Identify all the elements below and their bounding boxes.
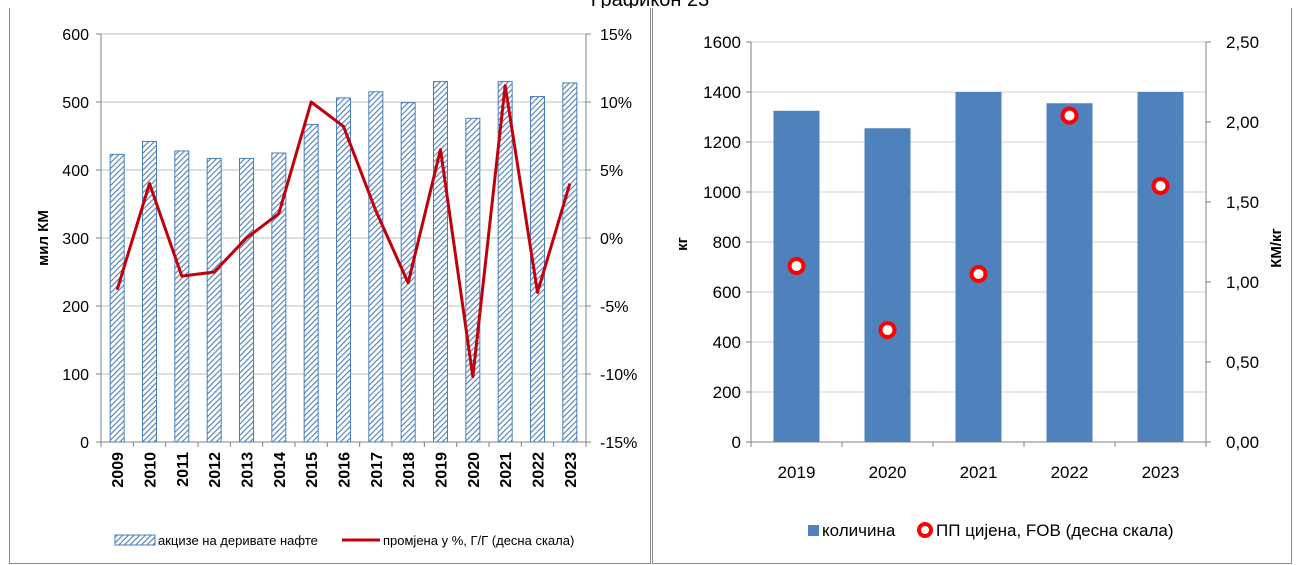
y-tick-label: 400 — [713, 333, 741, 352]
y-tick-label: 1400 — [703, 83, 741, 102]
x-tick-label-2012: 2012 — [207, 452, 224, 488]
y2-tick-label: 1,50 — [1226, 193, 1259, 212]
yoy-change-line — [115, 84, 572, 379]
price-marker-2019 — [787, 257, 806, 275]
x-tick-label-2009: 2009 — [110, 452, 127, 488]
x-tick-label-2010: 2010 — [143, 452, 160, 488]
x-tick-label-2022: 2022 — [531, 452, 548, 488]
y-axis-label: кг — [674, 237, 691, 251]
bar-2020 — [465, 117, 481, 443]
x-tick-label-2019: 2019 — [778, 463, 816, 482]
price-marker-2020 — [878, 321, 897, 339]
x-tick-label-2013: 2013 — [240, 452, 257, 488]
x-tick-label-2023: 2023 — [563, 452, 580, 488]
bar-2009 — [109, 153, 125, 443]
y2-tick-label: 1,00 — [1226, 273, 1259, 292]
y-tick-label: 400 — [62, 163, 89, 180]
quantity-price-chart-panel: 0 200 400 600 800 1000 1200 1400 1600 0,00 0,50 1,0… — [652, 8, 1292, 564]
excise-chart: 0 100 200 300 400 500 600 -15% -10% -5% 0% 5% 10% 15%… — [35, 27, 637, 548]
legend-label-change: промјена у %, Г/Г (десна скала) — [383, 533, 574, 548]
y2-tick-label: -5% — [600, 299, 628, 316]
legend-swatch-excise — [114, 534, 156, 546]
excise-chart-panel: 0 100 200 300 400 500 600 -15% -10% -5% 0% 5% 10% 15%… — [9, 8, 651, 564]
bar-2012 — [206, 157, 222, 443]
x-tick-label-2018: 2018 — [401, 452, 418, 488]
y2-tick-label: -15% — [600, 435, 637, 452]
quantity-price-chart: 0 200 400 600 800 1000 1200 1400 1600 0,00 0,50 1,0… — [674, 33, 1285, 540]
y2-tick-label: 0% — [600, 231, 623, 248]
bar-2022 — [1046, 103, 1093, 442]
x-tick-label-2020: 2020 — [869, 463, 907, 482]
x-tick-label-2020: 2020 — [466, 452, 483, 488]
y2-tick-label: 10% — [600, 95, 632, 112]
y-tick-label: 0 — [80, 435, 89, 452]
x-tick-label-2011: 2011 — [175, 452, 192, 487]
y2-tick-label: 0,50 — [1226, 353, 1259, 372]
bar-2018 — [400, 102, 416, 443]
y-tick-label: 600 — [713, 283, 741, 302]
y2-tick-label: 0,00 — [1226, 433, 1259, 452]
x-tick-label-2023: 2023 — [1142, 463, 1180, 482]
bar-2019 — [773, 110, 820, 442]
price-marker-2021 — [969, 265, 988, 283]
bar-2023 — [562, 82, 578, 443]
y2-axis-label: КМ/кг — [1268, 228, 1285, 268]
x-tick-label-2015: 2015 — [304, 452, 321, 488]
x-tick-label-2017: 2017 — [369, 452, 386, 488]
y-tick-label: 200 — [713, 383, 741, 402]
y2-tick-label: 15% — [600, 27, 632, 44]
legend-label-quantity: количина — [822, 521, 896, 540]
legend-swatch-quantity — [808, 525, 819, 536]
legend-label-price: ПП цијена, FOB (десна скала) — [936, 521, 1174, 540]
bar-2019 — [433, 81, 448, 443]
y2-tick-label: 2,00 — [1226, 113, 1259, 132]
bar-2010 — [142, 140, 157, 443]
x-tick-label-2021: 2021 — [498, 452, 515, 488]
x-tick-label-2021: 2021 — [960, 463, 998, 482]
y-tick-label: 500 — [62, 95, 89, 112]
bar-2021 — [497, 81, 513, 443]
y-axis-label: мил КМ — [35, 210, 52, 266]
bar-2015 — [303, 123, 319, 443]
y-tick-label: 0 — [732, 433, 741, 452]
y2-tick-label: -10% — [600, 367, 637, 384]
bar-2017 — [368, 91, 384, 443]
legend-swatch-price — [917, 522, 933, 538]
bar-2013 — [239, 157, 254, 443]
y-tick-label: 100 — [62, 367, 89, 384]
y-tick-label: 800 — [713, 233, 741, 252]
bar-2016 — [336, 97, 351, 443]
x-tick-label-2022: 2022 — [1051, 463, 1089, 482]
y2-tick-label: 5% — [600, 163, 623, 180]
y-tick-label: 200 — [62, 299, 89, 316]
x-tick-label-2019: 2019 — [434, 452, 451, 488]
y-tick-label: 1600 — [703, 33, 741, 52]
x-tick-label-2016: 2016 — [337, 452, 354, 488]
bar-2014 — [271, 152, 287, 443]
y2-tick-label: 2,50 — [1226, 33, 1259, 52]
price-marker-2023 — [1151, 177, 1170, 195]
bar-2023 — [1137, 92, 1184, 442]
page-title: Графикон 23 — [590, 0, 710, 11]
legend-label-excise: акцизе на деривате нафте — [158, 533, 318, 548]
y-tick-label: 600 — [62, 27, 89, 44]
y-tick-label: 1200 — [703, 133, 741, 152]
y-tick-label: 300 — [62, 231, 89, 248]
bar-2020 — [864, 128, 911, 442]
bar-2011 — [174, 150, 190, 443]
x-tick-label-2014: 2014 — [272, 452, 289, 488]
y-tick-label: 1000 — [703, 183, 741, 202]
price-marker-2022 — [1060, 106, 1079, 125]
